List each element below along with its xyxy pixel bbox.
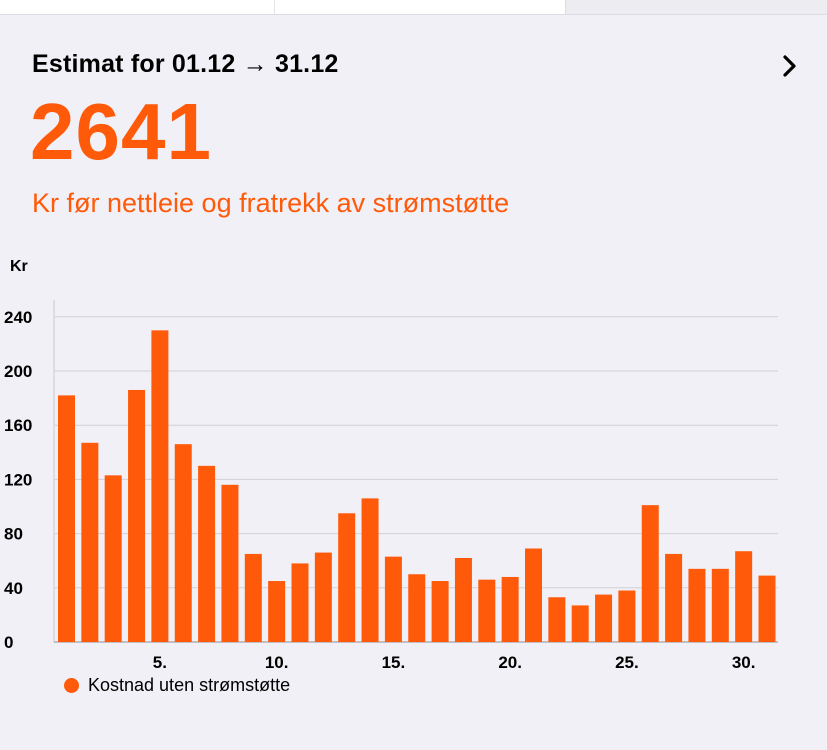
- bar: [81, 442, 99, 642]
- tab-bar: [0, 0, 827, 15]
- bar: [711, 568, 729, 642]
- bar: [454, 557, 472, 642]
- x-tick-label: 10.: [265, 653, 289, 672]
- bar: [641, 505, 659, 642]
- bar: [688, 568, 706, 642]
- bar: [595, 594, 613, 642]
- x-tick-label: 5.: [153, 653, 167, 672]
- bar: [548, 597, 566, 642]
- bar: [478, 579, 496, 642]
- bar: [338, 513, 356, 642]
- bar: [571, 605, 589, 642]
- legend-label: Kostnad uten strømstøtte: [88, 675, 291, 695]
- bar: [128, 389, 146, 642]
- x-tick-label: 20.: [498, 653, 522, 672]
- y-tick-label: 240: [4, 308, 32, 327]
- bar: [384, 556, 402, 642]
- bar: [525, 548, 542, 642]
- bar: [735, 551, 753, 642]
- tab-right[interactable]: [566, 0, 827, 14]
- bar: [665, 553, 683, 642]
- bar: [58, 395, 75, 642]
- chevron-right-icon[interactable]: [778, 54, 802, 78]
- bar: [221, 484, 239, 642]
- bar: [268, 581, 286, 642]
- bar: [361, 498, 379, 642]
- y-tick-label: 200: [4, 362, 32, 381]
- bar: [291, 563, 309, 642]
- bar: [758, 575, 776, 642]
- y-tick-label: 120: [4, 470, 32, 489]
- x-tick-label: 30.: [732, 653, 756, 672]
- y-tick-label: 160: [4, 416, 32, 435]
- bar: [198, 465, 216, 642]
- bar: [104, 475, 122, 642]
- estimate-subtitle: Kr før nettleie og fratrekk av strømstøt…: [32, 188, 510, 218]
- bar: [501, 576, 519, 642]
- bar: [151, 330, 169, 642]
- y-axis-label: Kr: [10, 258, 28, 275]
- legend-marker: [64, 678, 79, 693]
- cost-bar-chart: Kr 0 40 80 120 160 200 240 5. 10. 15. 20. 25. 30.: [4, 258, 778, 672]
- estimate-total: 2641: [30, 87, 212, 176]
- chart-legend: Kostnad uten strømstøtte: [64, 675, 290, 696]
- bar: [618, 590, 636, 642]
- y-tick-label: 80: [4, 525, 23, 544]
- bar: [244, 553, 262, 642]
- bar: [314, 552, 332, 642]
- bar: [431, 581, 449, 642]
- bar: [408, 574, 426, 642]
- tab-middle[interactable]: [275, 0, 566, 14]
- tab-left[interactable]: [0, 0, 275, 14]
- x-tick-label: 25.: [615, 653, 639, 672]
- bar: [174, 444, 192, 642]
- estimate-title[interactable]: Estimat for 01.12 → 31.12: [32, 50, 339, 78]
- y-tick-label: 40: [4, 579, 23, 598]
- x-tick-label: 15.: [382, 653, 406, 672]
- y-tick-label: 0: [4, 633, 13, 652]
